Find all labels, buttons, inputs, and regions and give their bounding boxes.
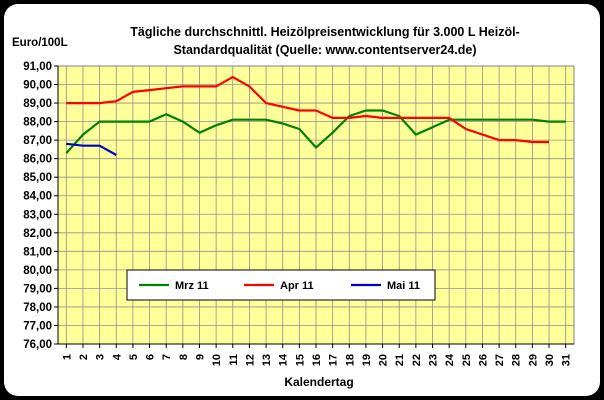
y-axis-label: Euro/100L	[12, 37, 68, 49]
x-tick-label: 26	[477, 354, 489, 366]
x-tick-label: 27	[494, 354, 506, 366]
y-tick-label: 76,00	[23, 339, 52, 351]
series-line-1	[65, 109, 566, 154]
x-axis-label: Kalendertag	[284, 375, 353, 389]
x-tick-label: 28	[511, 354, 523, 366]
x-tick-label: 16	[311, 354, 323, 366]
x-tick-label: 14	[278, 353, 290, 366]
series-line-3	[66, 142, 117, 156]
y-tick-label: 88,00	[23, 117, 52, 129]
chart-title-line1: Tägliche durchschnittl. Heizölpreisentwi…	[130, 25, 519, 39]
y-tick-label: 87,00	[23, 135, 52, 147]
legend-label-2: Apr 11	[280, 280, 314, 292]
y-tick-label: 77,00	[23, 320, 52, 332]
legend-box	[126, 269, 436, 301]
x-tick-label: 11	[228, 354, 240, 366]
x-tick-label: 29	[527, 354, 539, 366]
x-tick-label: 2	[78, 354, 90, 360]
legend-label-1: Mrz 11	[175, 280, 209, 292]
y-tick-label: 81,00	[23, 246, 52, 258]
x-tick-label: 17	[328, 354, 340, 366]
y-tick-label: 79,00	[23, 283, 52, 295]
y-tick-label: 91,00	[23, 61, 52, 73]
x-tick-label: 25	[461, 354, 473, 366]
plot-area: 76,00 77,00 78,00 79,00 80,00 81,00 82,00 83,00…	[23, 61, 575, 366]
y-tick-label: 86,00	[23, 154, 52, 166]
x-tick-label: 6	[145, 354, 157, 360]
y-tick-label: 90,00	[23, 80, 52, 92]
y-tick-label: 89,00	[23, 98, 52, 110]
x-tick-label: 24	[444, 353, 456, 366]
y-tick-label: 85,00	[23, 172, 52, 184]
x-tick-label: 31	[561, 354, 573, 366]
x-tick-label: 20	[378, 354, 390, 366]
y-tick-label: 83,00	[23, 209, 52, 221]
y-tick-label: 84,00	[23, 191, 52, 203]
x-tick-label: 19	[361, 354, 373, 366]
y-tick-label: 80,00	[23, 265, 52, 277]
x-tick-label: 15	[294, 354, 306, 366]
x-tick-label: 1	[61, 354, 73, 360]
x-tick-label: 10	[211, 354, 223, 366]
x-tick-label: 21	[394, 354, 406, 366]
x-tick-label: 18	[344, 354, 356, 366]
x-tick-label: 7	[161, 354, 173, 360]
x-tick-label: 12	[244, 354, 256, 366]
x-tick-label: 13	[261, 354, 273, 366]
x-tick-label: 22	[411, 354, 423, 366]
x-tick-label: 4	[111, 353, 123, 360]
x-tick-label: 8	[178, 354, 190, 360]
x-tick-label: 3	[95, 354, 107, 360]
series-line-2	[66, 75, 549, 144]
x-tick-label: 5	[128, 354, 140, 360]
chart-title-line2: Standardqualität (Quelle: www.contentser…	[173, 43, 476, 57]
y-tick-label: 82,00	[23, 228, 52, 240]
x-tick-label: 30	[544, 354, 556, 366]
y-tick-label: 78,00	[23, 302, 52, 314]
x-tick-label: 23	[428, 354, 440, 366]
legend-label-3: Mai 11	[387, 280, 420, 292]
x-tick-label: 9	[194, 354, 206, 360]
